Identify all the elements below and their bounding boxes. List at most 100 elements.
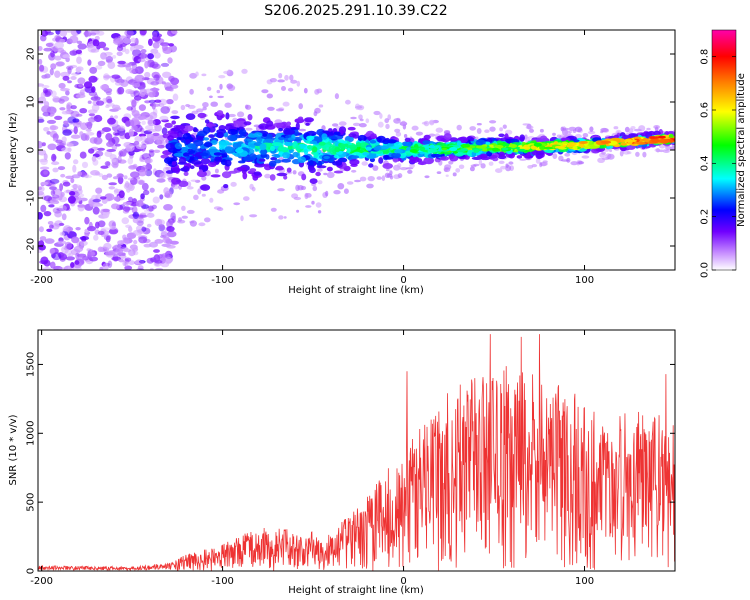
heatmap-ridge-blob: [624, 138, 633, 143]
heatmap-halo-blob: [264, 173, 271, 179]
heatmap-noise-blob: [61, 147, 71, 152]
heatmap-noise-blob: [84, 216, 90, 225]
heatmap-halo-blob: [581, 155, 590, 159]
heatmap-noise-blob: [100, 84, 110, 90]
heatmap-band-blob: [208, 134, 215, 139]
colorbar-gradient: [711, 29, 737, 271]
heatmap-halo-blob: [630, 126, 636, 130]
heatmap-noise-blob: [38, 140, 44, 149]
heatmap-noise-blob: [163, 204, 173, 211]
heatmap-halo-blob: [202, 106, 207, 111]
heatmap-noise-blob: [168, 43, 175, 47]
heatmap-noise-blob: [111, 74, 121, 79]
heatmap-band-blob: [178, 156, 187, 164]
heatmap-noise-blob: [85, 128, 92, 132]
heatmap-band-blob: [346, 147, 351, 154]
heatmap-noise-blob: [128, 128, 134, 137]
heatmap-noise-blob: [49, 248, 56, 255]
heatmap-noise-blob: [125, 144, 135, 152]
heatmap-noise-blob: [172, 93, 179, 101]
heatmap-halo-blob: [219, 83, 223, 90]
heatmap-noise-blob: [136, 144, 146, 150]
heatmap-band-blob: [221, 149, 226, 154]
heatmap-noise-blob: [49, 68, 54, 76]
heatmap-noise-blob: [72, 164, 77, 173]
heatmap-band-blob: [170, 115, 180, 120]
heatmap-band-blob: [204, 119, 210, 124]
heatmap-noise-blob: [85, 131, 95, 136]
heatmap-noise-blob: [38, 212, 43, 220]
heatmap-band-blob: [606, 145, 611, 150]
heatmap-halo-blob: [317, 180, 323, 185]
heatmap-noise-blob: [148, 150, 155, 157]
heatmap-halo-blob: [522, 123, 530, 126]
heatmap-band-blob: [316, 165, 327, 169]
heatmap-noise-blob: [117, 63, 126, 68]
heatmap-noise-blob: [102, 208, 110, 213]
heatmap-band-blob: [233, 120, 241, 128]
heatmap-halo-blob: [387, 114, 392, 121]
heatmap-band-blob: [326, 166, 333, 172]
heatmap-noise-blob: [129, 43, 137, 47]
heatmap-noise-blob: [65, 189, 71, 193]
heatmap-noise-blob: [147, 53, 155, 60]
snr-xtick-label: 100: [575, 576, 594, 587]
heatmap-halo-blob: [214, 168, 219, 174]
heatmap-noise-blob: [124, 257, 132, 262]
heatmap-noise-blob: [56, 47, 65, 53]
heatmap-halo-blob: [525, 125, 534, 130]
heatmap-ridge-blob: [379, 145, 390, 150]
heatmap-noise-blob: [46, 228, 53, 232]
heatmap-halo-blob: [384, 118, 390, 124]
heatmap-band-blob: [210, 174, 221, 178]
heatmap-noise-blob: [113, 188, 119, 195]
heatmap-noise-blob: [44, 238, 55, 244]
heatmap-noise-blob: [145, 169, 153, 177]
heatmap-halo-blob: [394, 128, 401, 133]
heatmap-halo-blob: [189, 88, 194, 95]
heatmap-halo-blob: [373, 110, 381, 116]
heatmap-noise-blob: [59, 231, 65, 236]
heatmap-noise-blob: [77, 77, 86, 85]
heatmap-band-blob: [362, 152, 370, 156]
heatmap-ridge-blob: [572, 145, 578, 151]
heatmap-band-blob: [306, 135, 315, 141]
heatmap-halo-blob: [224, 102, 232, 108]
heatmap-halo-blob: [346, 181, 354, 185]
heatmap-halo-blob: [500, 165, 507, 170]
heatmap-noise-blob: [72, 118, 80, 123]
heatmap-halo-blob: [338, 121, 347, 126]
heatmap-noise-blob: [148, 38, 153, 46]
heatmap-noise-blob: [156, 137, 164, 145]
heatmap-noise-blob: [52, 96, 61, 103]
heatmap-noise-blob: [146, 133, 155, 140]
heatmap-ridge-blob: [394, 149, 404, 154]
heatmap-noise-blob: [87, 59, 92, 66]
heatmap-halo-blob: [542, 162, 548, 166]
heatmap-noise-blob: [43, 170, 48, 175]
colorbar-tick-label: 0.2: [700, 209, 711, 225]
heatmap-band-blob: [227, 128, 238, 135]
heatmap-noise-blob: [49, 124, 57, 131]
heatmap-noise-blob: [62, 181, 71, 187]
heatmap-band-blob: [171, 120, 176, 125]
heatmap-noise-blob: [114, 115, 118, 119]
heatmap-halo-blob: [443, 167, 451, 173]
heatmap-noise-blob: [76, 40, 83, 44]
heatmap-noise-blob: [61, 213, 67, 221]
heatmap-halo-blob: [552, 132, 556, 136]
heatmap-halo-blob: [186, 186, 194, 190]
heatmap-halo-blob: [564, 130, 571, 137]
heatmap-noise-blob: [131, 61, 137, 70]
heatmap-band-blob: [221, 171, 232, 179]
heatmap-ridge-blob: [429, 144, 435, 149]
heatmap-noise-blob: [141, 82, 146, 87]
heatmap-noise-blob: [102, 263, 109, 270]
heatmap-halo-blob: [278, 215, 284, 220]
heatmap-halo-blob: [480, 163, 486, 169]
heatmap-band-blob: [203, 137, 210, 141]
spectrogram-ylabel: Frequency (Hz): [8, 112, 19, 188]
